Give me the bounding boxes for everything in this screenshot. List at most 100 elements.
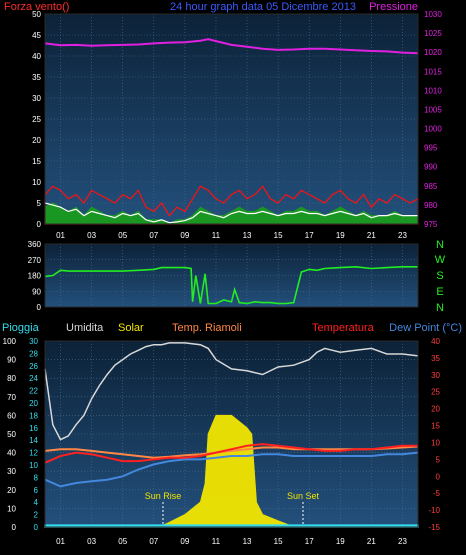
temperature-tick-label: 20 <box>431 405 440 414</box>
axis-labels: 0101030305050707090911111313151517171919… <box>3 10 443 546</box>
solar-legend: Solar <box>118 322 144 334</box>
temperature-tick-label: 30 <box>431 371 440 380</box>
rain-tick-label: 30 <box>29 337 38 346</box>
rain-tick-label: 22 <box>29 387 38 396</box>
x-tick-label-top: 11 <box>212 231 221 240</box>
pressure-tick-label: 1000 <box>424 125 442 134</box>
x-tick-label-bottom: 17 <box>305 537 314 546</box>
rain-tick-label: 16 <box>29 424 38 433</box>
x-tick-label-top: 23 <box>398 231 407 240</box>
direction-label-e: E <box>436 286 443 298</box>
wind-tick-label: 30 <box>32 94 41 103</box>
dewpoint-series <box>44 451 419 488</box>
direction-tick-label: 0 <box>37 303 42 312</box>
wind-tick-label: 15 <box>32 157 41 166</box>
wind-tick-label: 45 <box>32 31 41 40</box>
temperature-tick-label: -10 <box>428 506 440 515</box>
temperature-tick-label: 25 <box>431 388 440 397</box>
humidity-tick-label: 90 <box>7 356 16 365</box>
pressure-tick-label: 985 <box>424 182 438 191</box>
x-tick-label-bottom: 21 <box>367 537 376 546</box>
humidity-legend: Umidita <box>66 322 104 334</box>
x-tick-label-top: 19 <box>336 231 345 240</box>
x-tick-label-top: 21 <box>367 231 376 240</box>
pressure-tick-label: 1005 <box>424 105 442 114</box>
x-tick-label-top: 15 <box>274 231 283 240</box>
x-tick-label-top: 13 <box>243 231 252 240</box>
rain-tick-label: 18 <box>29 411 38 420</box>
rain-tick-label: 2 <box>34 511 39 520</box>
humidity-tick-label: 10 <box>7 504 16 513</box>
x-tick-label-bottom: 05 <box>118 537 127 546</box>
rain-tick-label: 14 <box>29 436 38 445</box>
rain-axis-title: Pioggia <box>2 322 40 334</box>
wind-tick-label: 40 <box>32 52 41 61</box>
rain-tick-label: 12 <box>29 449 38 458</box>
x-tick-label-bottom: 13 <box>243 537 252 546</box>
wind-tick-label: 10 <box>32 178 41 187</box>
x-tick-label-top: 17 <box>305 231 314 240</box>
x-tick-label-bottom: 23 <box>398 537 407 546</box>
direction-label-s: S <box>436 270 443 282</box>
direction-series <box>44 265 418 305</box>
pressure-tick-label: 1030 <box>424 10 442 19</box>
wind-tick-label: 50 <box>32 10 41 19</box>
x-tick-label-bottom: 07 <box>149 537 158 546</box>
direction-tick-label: 90 <box>32 287 41 296</box>
x-tick-label-top: 09 <box>180 231 189 240</box>
pressure-tick-label: 1025 <box>424 29 442 38</box>
indoor-temp-legend: Temp. Riamoli <box>172 322 242 334</box>
humidity-tick-label: 70 <box>7 393 16 402</box>
wind-tick-label: 20 <box>32 136 41 145</box>
humidity-tick-label: 100 <box>3 337 17 346</box>
humidity-tick-label: 30 <box>7 467 16 476</box>
x-tick-label-bottom: 01 <box>56 537 65 546</box>
temperature-tick-label: 10 <box>431 438 440 447</box>
wind-tick-label: 35 <box>32 73 41 82</box>
rain-tick-label: 8 <box>34 473 39 482</box>
rain-tick-label: 10 <box>29 461 38 470</box>
pressure-tick-label: 990 <box>424 163 438 172</box>
humidity-tick-label: 50 <box>7 430 16 439</box>
temperature-tick-label: 15 <box>431 422 440 431</box>
pressure-tick-label: 980 <box>424 201 438 210</box>
panel-border <box>44 340 419 528</box>
humidity-tick-label: 20 <box>7 486 16 495</box>
direction-label-n-top: N <box>436 239 444 251</box>
direction-tick-label: 180 <box>28 272 42 281</box>
humidity-tick-label: 0 <box>12 523 17 532</box>
rain-tick-label: 26 <box>29 362 38 371</box>
wind-line-series <box>44 202 418 224</box>
direction-tick-label: 270 <box>28 256 42 265</box>
sunset-label: Sun Set <box>287 491 320 501</box>
rain-tick-label: 24 <box>29 374 38 383</box>
temperature-tick-label: 35 <box>431 354 440 363</box>
x-tick-label-bottom: 11 <box>212 537 221 546</box>
wind-tick-label: 0 <box>37 220 42 229</box>
solar-series <box>45 414 418 528</box>
sunrise-label: Sun Rise <box>145 491 182 501</box>
pressure-tick-label: 995 <box>424 144 438 153</box>
x-tick-label-bottom: 19 <box>336 537 345 546</box>
temperature-legend: Temperatura <box>312 322 375 334</box>
wind-axis-title: Forza vento() <box>4 1 69 13</box>
temperature-tick-label: 5 <box>436 455 441 464</box>
direction-label-n-bottom: N <box>436 302 444 314</box>
x-tick-label-top: 07 <box>149 231 158 240</box>
pressure-tick-label: 1020 <box>424 48 442 57</box>
temperature-tick-label: 0 <box>436 472 441 481</box>
rain-tick-label: 28 <box>29 349 38 358</box>
pressure-tick-label: 1015 <box>424 67 442 76</box>
chart-marks <box>44 38 419 528</box>
x-tick-label-top: 05 <box>118 231 127 240</box>
x-tick-label-bottom: 15 <box>274 537 283 546</box>
temperature-tick-label: -15 <box>428 523 440 532</box>
wind-tick-label: 25 <box>32 115 41 124</box>
pressure-axis-title: Pressione <box>369 1 418 13</box>
pressure-series <box>44 38 419 55</box>
temperature-tick-label: -5 <box>433 489 441 498</box>
humidity-tick-label: 60 <box>7 411 16 420</box>
humidity-series <box>44 342 419 441</box>
x-tick-label-top: 01 <box>56 231 65 240</box>
